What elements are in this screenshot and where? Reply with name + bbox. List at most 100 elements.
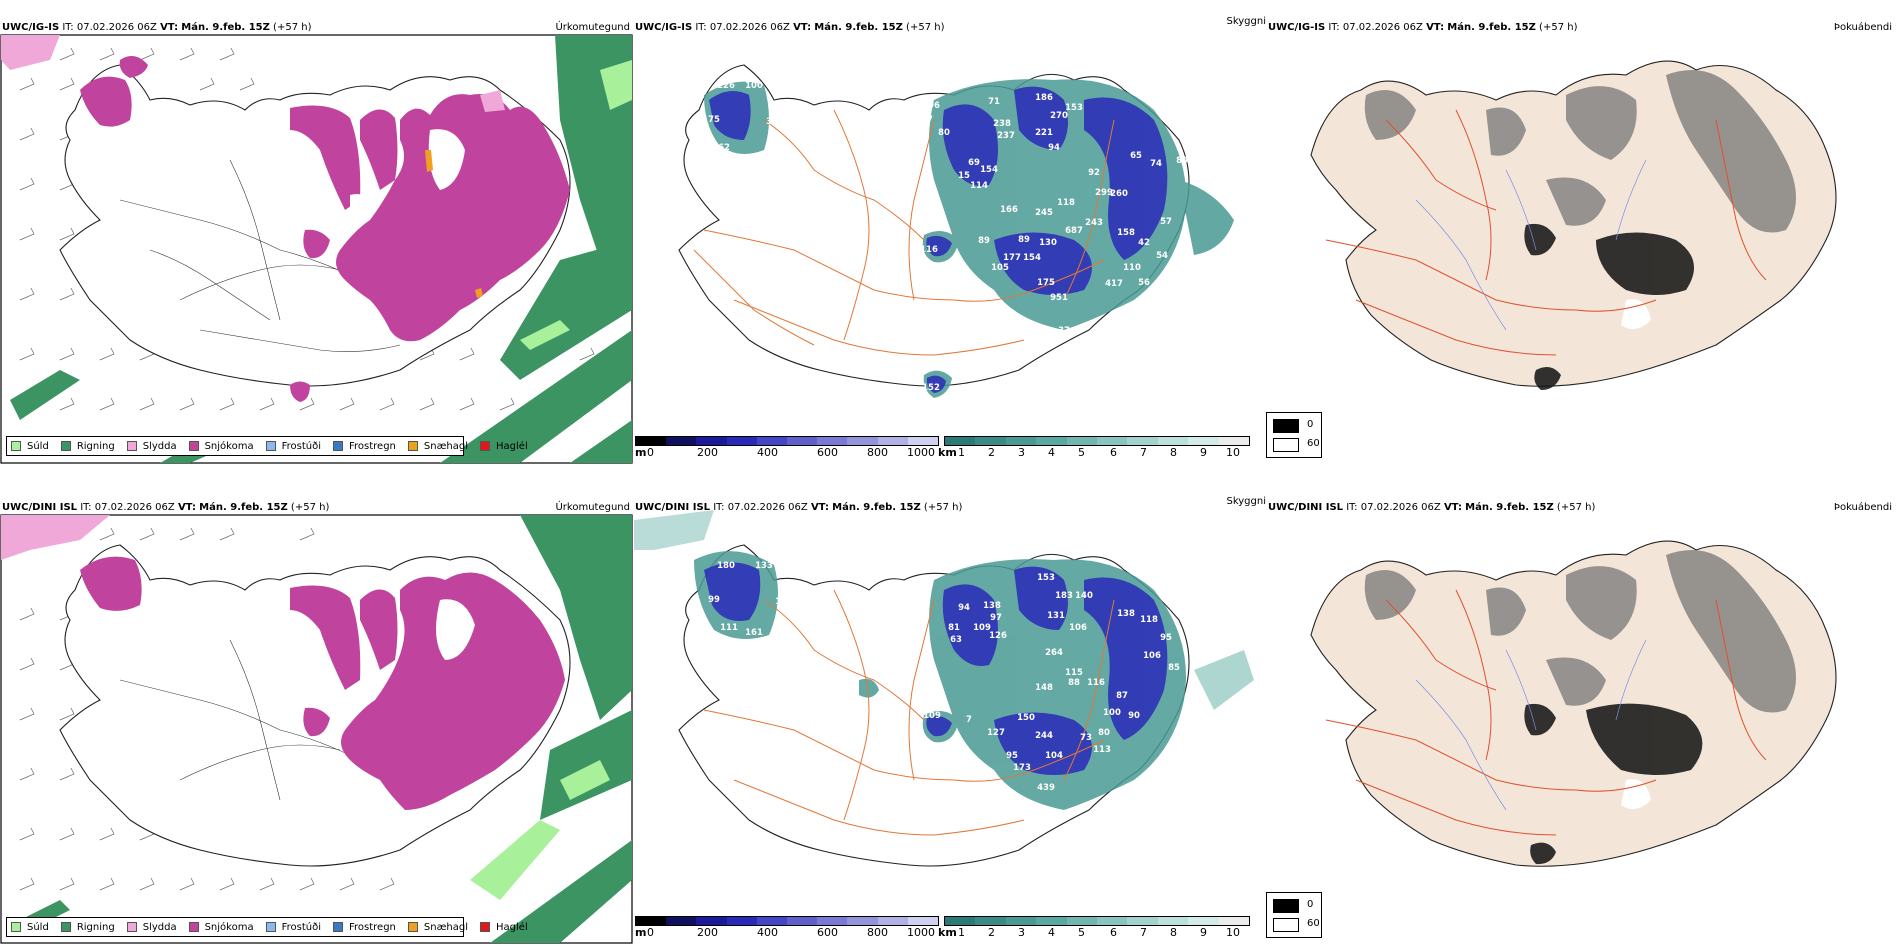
legend-swatch [188, 922, 199, 932]
peak-elevation-label: 127 [987, 728, 1005, 738]
elev-tick: 600 [817, 446, 838, 459]
peak-elevation-label: 186 [1035, 93, 1053, 103]
peak-elevation-label: 152 [922, 383, 940, 393]
peak-elevation-label: 106 [1143, 651, 1161, 661]
peak-elevation-label: 115 [1065, 668, 1083, 678]
peak-elevation-label: 73 [1080, 733, 1092, 743]
legend-swatch [265, 922, 276, 932]
peak-elevation-label: 95 [1006, 751, 1018, 761]
row2-it-value-fog: 07.02.2026 06Z [1360, 502, 1441, 513]
legend-label: Snjókoma [204, 921, 254, 933]
row2-vis-colorbar: km 1 2 3 4 5 6 7 8 9 10 [938, 916, 1250, 939]
legend-item: Frostúði [265, 441, 321, 452]
peak-elevation-label: 75 [708, 115, 720, 125]
row1-vt-label: VT: [160, 22, 179, 33]
legend-item: Slydda [126, 440, 177, 452]
row1-vt-label-fog: VT: [1426, 22, 1445, 33]
peak-elevation-label: 237 [997, 131, 1015, 141]
row2-fog-panel: UWC/DINI ISL IT: 07.02.2026 06Z VT: Mán.… [1266, 480, 1900, 950]
peak-elevation-label: 37 [1058, 326, 1070, 336]
elev-tick: 200 [697, 926, 718, 939]
row2-fog-title: Þokuábendi [1833, 502, 1892, 513]
row1-lead-fog: (+57 h) [1539, 22, 1578, 33]
peak-elevation-label: 62 [718, 143, 730, 153]
vis-tick: 2 [988, 926, 995, 939]
peak-elevation-label: 131 [1047, 611, 1065, 621]
vis-tick: 2 [988, 446, 995, 459]
legend-label: Snjókoma [204, 440, 254, 452]
row1-fog-map [1310, 60, 1837, 390]
peak-elevation-label: 88 [1068, 678, 1080, 688]
row2-model-vis: UWC/DINI ISL [635, 502, 711, 513]
legend-swatch [188, 441, 199, 451]
legend-label: Haglél [496, 921, 528, 933]
elev-colorbar-row [635, 436, 939, 446]
row1-lead: (+57 h) [273, 22, 312, 33]
elev-tick: 400 [757, 446, 778, 459]
row2-vt-label-vis: VT: [810, 502, 829, 513]
peak-elevation-label: 175 [1037, 278, 1055, 288]
row1-precip-title: Úrkomutegund [555, 22, 630, 33]
peak-elevation-label: 133 [755, 561, 773, 571]
peak-elevation-label: 89 [978, 236, 990, 246]
row2-elev-colorbar: m 0 200 400 600 800 1000 [635, 916, 939, 939]
row1-model-fog: UWC/IG-IS [1268, 22, 1326, 33]
legend-label: Slydda [142, 440, 177, 452]
peak-elevation-label: 54 [1156, 251, 1168, 261]
fog-label: 0 [1307, 419, 1314, 430]
elev-tick: 1000 [907, 446, 935, 459]
peak-elevation-label: 243 [1085, 218, 1103, 228]
vis-tick: 7 [1140, 446, 1147, 459]
peak-elevation-label: 180 [717, 561, 735, 571]
peak-elevation-label: 65 [1130, 151, 1142, 161]
peak-elevation-label: 95 [1160, 633, 1172, 643]
peak-elevation-label: 106 [1069, 623, 1087, 633]
peak-elevation-label: 100 [1103, 708, 1121, 718]
row1-it-label-vis: IT: [695, 22, 707, 33]
vis-tick: 10 [1226, 926, 1240, 939]
legend-label: Frostregn [349, 921, 396, 933]
peak-elevation-label: 270 [1050, 111, 1068, 121]
peak-elevation-label: 57 [1160, 217, 1172, 227]
row2-header: UWC/DINI ISL IT: 07.02.2026 06Z VT: Mán.… [2, 502, 329, 514]
peak-elevation-label: 140 [1075, 591, 1093, 601]
peak-elevation-label: 94 [1048, 143, 1060, 153]
fog-label: 0 [1307, 899, 1314, 910]
peak-elevation-label: 80 [938, 128, 950, 138]
row1-precip-panel: UWC/IG-IS IT: 07.02.2026 06Z VT: Mán. 9.… [0, 0, 634, 465]
legend-label: Slydda [142, 921, 177, 933]
legend-swatch [11, 922, 21, 932]
peak-elevation-label: 99 [708, 595, 720, 605]
row2-precip-panel: UWC/DINI ISL IT: 07.02.2026 06Z VT: Mán.… [0, 480, 634, 950]
row2-precip-legend: Súld Rigning Slydda Snjókoma Frostúði Fr… [6, 917, 528, 937]
legend-swatch [265, 441, 276, 451]
peak-elevation-label: 154 [980, 165, 998, 175]
peak-elevation-label: 439 [1037, 783, 1055, 793]
row2-vis-title: Skyggni [1226, 496, 1266, 507]
peak-elevation-label: 85 [1168, 663, 1180, 673]
row1-vt-value-fog: Mán. 9.feb. 15Z [1447, 22, 1536, 33]
legend-item: Snæhagl [407, 922, 468, 933]
vis-tick: 3 [1018, 446, 1025, 459]
vis-colorbar-row [944, 436, 1250, 446]
row1-vt-value: Mán. 9.feb. 15Z [181, 22, 270, 33]
elev-tick: 1000 [907, 926, 935, 939]
fog-swatch-white [1273, 918, 1299, 932]
peak-elevation-label: 113 [1093, 745, 1111, 755]
legend-swatch [333, 441, 343, 451]
peak-elevation-label: 94 [958, 603, 970, 613]
row1-model: UWC/IG-IS [2, 22, 60, 33]
legend-swatch [407, 441, 418, 451]
legend-item: Frostúði [265, 922, 321, 933]
legend-label: Haglél [496, 440, 528, 452]
row2-vt-value-vis: Mán. 9.feb. 15Z [832, 502, 921, 513]
row2-lead-fog: (+57 h) [1556, 502, 1596, 513]
row1-it-value: 07.02.2026 06Z [76, 22, 157, 33]
peak-elevation-label: 226 [717, 81, 735, 91]
row2-vt-label: VT: [177, 502, 196, 513]
row2-precip-title: Úrkomutegund [555, 502, 630, 513]
elev-tick: 400 [757, 926, 778, 939]
fog-swatch-black [1273, 899, 1299, 913]
peak-elevation-label: 260 [1110, 189, 1128, 199]
